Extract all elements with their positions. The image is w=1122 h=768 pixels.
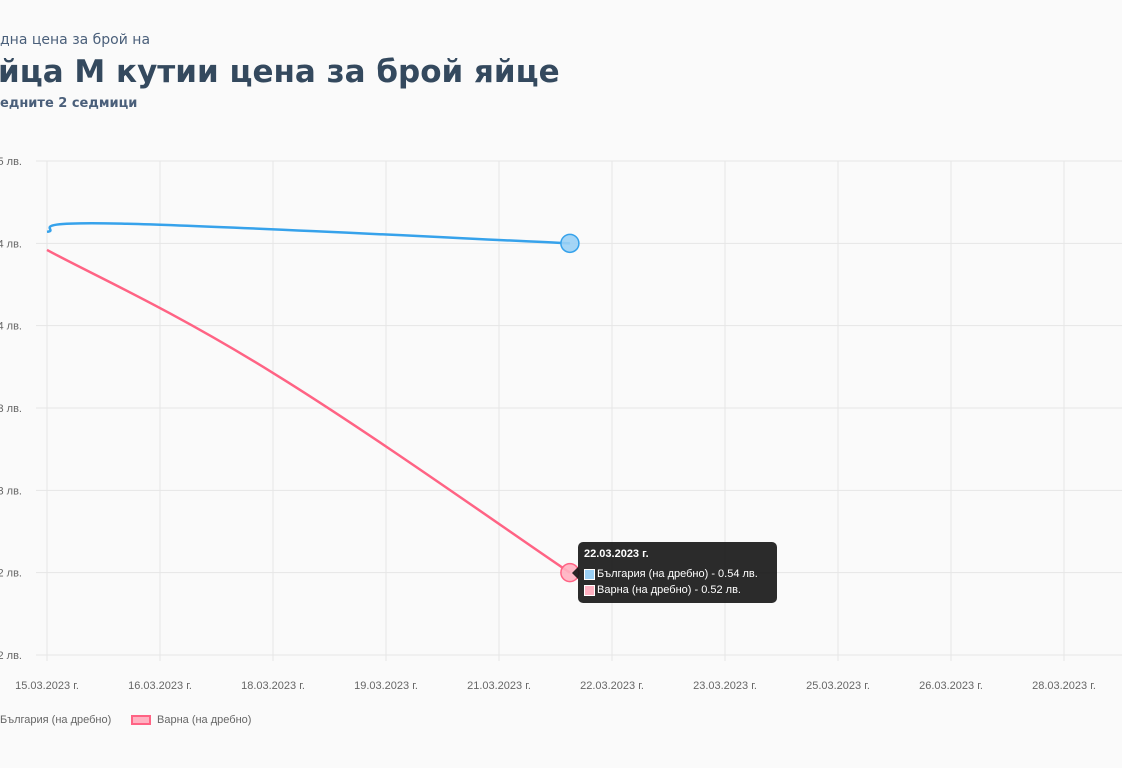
x-tick-label: 19.03.2023 г. xyxy=(354,680,418,692)
legend-label: Варна (на дребно) xyxy=(157,714,252,726)
y-tick-label: 4 лв. xyxy=(0,321,22,333)
legend-swatch-varna xyxy=(131,715,151,725)
x-tick-label: 26.03.2023 г. xyxy=(919,680,983,692)
x-tick-label: 16.03.2023 г. xyxy=(128,680,192,692)
y-tick-label: 4 лв. xyxy=(0,238,22,250)
legend-item-varna[interactable]: Варна (на дребно) xyxy=(131,714,251,726)
series-line-0 xyxy=(46,221,570,245)
chart-subtitle-top: дна цена за брой на xyxy=(0,32,151,48)
tooltip-row-bulgaria: България (на дребно) - 0.54 лв. xyxy=(584,568,758,580)
x-tick-label: 25.03.2023 г. xyxy=(806,680,870,692)
y-tick-label: 3 лв. xyxy=(0,403,22,415)
data-point-marker-0 xyxy=(560,233,580,254)
series-line-1 xyxy=(46,248,571,574)
y-tick-label: 2 лв. xyxy=(0,650,22,662)
legend-label: България (на дребно) xyxy=(0,714,112,726)
y-tick-label: 2 лв. xyxy=(0,568,22,580)
legend-item-bulgaria[interactable]: България (на дребно) xyxy=(0,714,111,726)
tooltip-row-text: България (на дребно) - 0.54 лв. xyxy=(597,568,758,580)
x-tick-label: 15.03.2023 г. xyxy=(15,680,79,692)
x-tick-label: 22.03.2023 г. xyxy=(580,680,644,692)
y-tick-label: 3 лв. xyxy=(0,485,22,497)
y-tick-label: 5 лв. xyxy=(0,156,22,168)
tooltip: 22.03.2023 г. България (на дребно) - 0.5… xyxy=(572,542,777,603)
chart-title: йца М кутии цена за брой яйце xyxy=(0,54,560,90)
bulgaria-swatch xyxy=(584,568,595,580)
x-tick-label: 18.03.2023 г. xyxy=(241,680,305,692)
chart-subtitle-bottom: едните 2 седмици xyxy=(0,96,138,111)
varna-swatch xyxy=(584,584,595,596)
tooltip-date: 22.03.2023 г. xyxy=(584,548,649,560)
x-tick-label: 23.03.2023 г. xyxy=(693,680,757,692)
tooltip-row-varna: Варна (на дребно) - 0.52 лв. xyxy=(584,584,741,596)
x-tick-label: 21.03.2023 г. xyxy=(467,680,531,692)
tooltip-row-text: Варна (на дребно) - 0.52 лв. xyxy=(597,584,741,596)
x-tick-label: 28.03.2023 г. xyxy=(1032,680,1096,692)
